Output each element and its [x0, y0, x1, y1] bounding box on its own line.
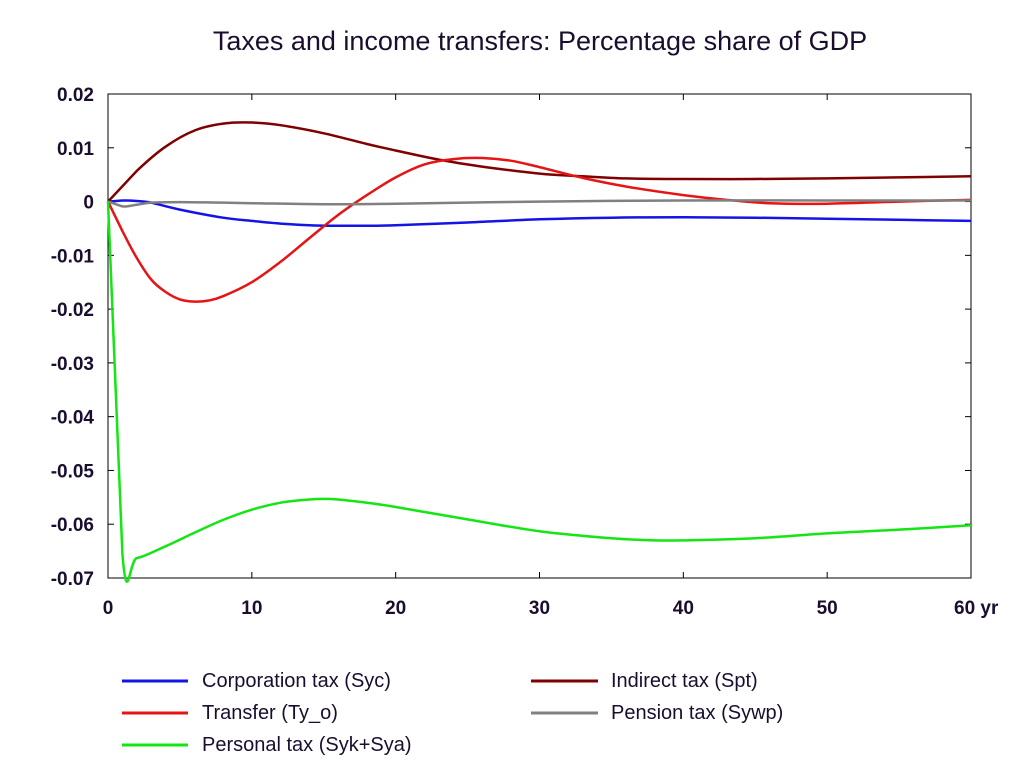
y-tick-label: 0.02 — [57, 85, 94, 106]
y-tick-label: -0.06 — [51, 515, 94, 536]
y-tick-label: -0.01 — [51, 246, 95, 267]
x-tick-label: 30 — [529, 598, 550, 619]
x-tick-label: 50 — [817, 598, 838, 619]
series-line-2 — [107, 121, 972, 203]
x-tick-label: 10 — [241, 598, 262, 619]
legend-label: Pension tax (Sywp) — [611, 702, 783, 724]
y-axis: 0.02 0.01 0 -0.01 -0.02 -0.03 -0.04 -0.05 -0.06 -… — [51, 85, 971, 590]
y-tick-label: -0.03 — [51, 354, 94, 375]
chart-title: Taxes and income transfers: Percentage s… — [213, 26, 867, 56]
x-tick-label: 20 — [385, 598, 406, 619]
y-tick-label: -0.02 — [51, 300, 94, 321]
series-line-4 — [107, 199, 971, 208]
series-line-1 — [107, 199, 972, 228]
y-tick-label: -0.05 — [51, 461, 95, 482]
legend-label: Indirect tax (Spt) — [611, 670, 758, 692]
series-line-5 — [106, 201, 972, 583]
series-layer — [106, 121, 972, 583]
series-line-3 — [106, 156, 972, 303]
x-axis: 0 10 20 30 40 50 60 yr — [103, 94, 999, 619]
y-tick-label: -0.07 — [51, 569, 94, 590]
legend-label: Personal tax (Syk+Sya) — [202, 734, 412, 756]
y-tick-label: -0.04 — [51, 408, 95, 429]
legend-label: Transfer (Ty_o) — [202, 702, 338, 724]
y-tick-label: 0 — [83, 193, 94, 214]
x-tick-label: 40 — [673, 598, 694, 619]
y-tick-label: 0.01 — [57, 139, 94, 160]
x-tick-label: 60 yr — [954, 598, 999, 619]
legend: Corporation tax (Syc) Indirect tax (Spt) T… — [122, 670, 783, 756]
legend-label: Corporation tax (Syc) — [202, 670, 391, 692]
x-tick-label: 0 — [103, 598, 114, 619]
